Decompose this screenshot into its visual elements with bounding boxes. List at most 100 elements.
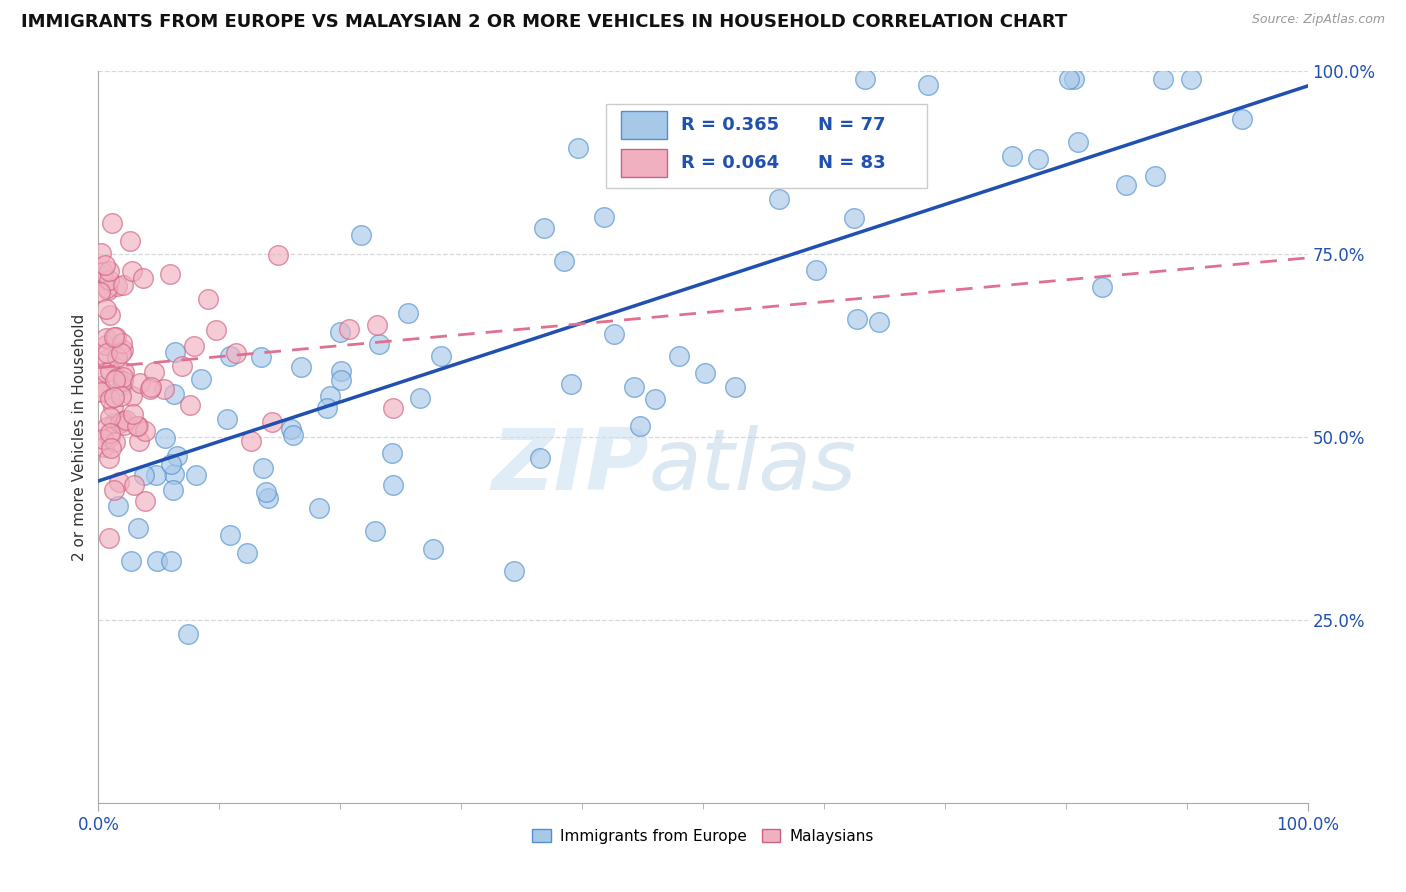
- Point: [163, 345, 186, 359]
- Point: [128, 434, 150, 449]
- Point: [695, 366, 717, 380]
- Point: [100, 392, 122, 406]
- Point: [110, 389, 132, 403]
- Point: [1143, 169, 1166, 183]
- Point: [328, 326, 350, 340]
- Point: [96, 281, 118, 295]
- Point: [152, 382, 174, 396]
- Point: [110, 335, 132, 350]
- Point: [628, 419, 651, 434]
- Point: [94, 302, 117, 317]
- Point: [141, 379, 163, 393]
- Point: [1000, 149, 1022, 163]
- Point: [252, 460, 274, 475]
- Point: [308, 500, 330, 515]
- Point: [105, 371, 128, 385]
- Point: [159, 554, 181, 568]
- Point: [127, 419, 149, 434]
- FancyBboxPatch shape: [606, 104, 927, 188]
- Point: [104, 435, 127, 450]
- Point: [381, 445, 404, 459]
- Text: R = 0.365: R = 0.365: [682, 116, 779, 134]
- Point: [851, 113, 873, 128]
- Text: N = 77: N = 77: [818, 116, 886, 134]
- Point: [845, 311, 868, 326]
- Point: [177, 626, 200, 640]
- Point: [90, 385, 112, 400]
- Point: [139, 382, 162, 396]
- Point: [98, 450, 121, 465]
- Point: [197, 293, 219, 307]
- Point: [122, 407, 145, 421]
- Point: [94, 258, 117, 272]
- Point: [121, 264, 143, 278]
- Point: [160, 458, 183, 472]
- Point: [101, 215, 124, 229]
- Text: atlas: atlas: [648, 425, 856, 508]
- Point: [430, 349, 453, 363]
- Point: [240, 434, 263, 449]
- Point: [162, 483, 184, 498]
- Point: [94, 338, 117, 352]
- Point: [183, 339, 205, 353]
- Point: [120, 554, 142, 568]
- Point: [257, 491, 280, 505]
- Point: [166, 450, 188, 464]
- Point: [330, 373, 353, 387]
- Point: [91, 432, 114, 446]
- Point: [218, 528, 240, 542]
- Point: [104, 330, 127, 344]
- Point: [96, 346, 118, 360]
- Point: [98, 409, 121, 424]
- Point: [260, 415, 283, 429]
- Point: [382, 477, 405, 491]
- Point: [111, 414, 134, 428]
- Point: [107, 475, 129, 489]
- Point: [190, 372, 212, 386]
- Point: [112, 418, 135, 433]
- Point: [122, 478, 145, 492]
- Point: [422, 541, 444, 556]
- Point: [89, 379, 111, 393]
- Point: [529, 451, 551, 466]
- Point: [163, 467, 186, 481]
- Point: [96, 351, 118, 366]
- Point: [89, 384, 111, 398]
- Point: [145, 467, 167, 482]
- Point: [917, 78, 939, 92]
- Point: [366, 318, 388, 332]
- Point: [159, 267, 181, 281]
- Point: [236, 546, 259, 560]
- Point: [110, 346, 132, 360]
- Point: [134, 468, 156, 483]
- Point: [668, 349, 690, 363]
- Point: [560, 376, 582, 391]
- Point: [225, 346, 247, 360]
- Point: [97, 283, 120, 297]
- Point: [96, 365, 118, 379]
- Point: [98, 364, 121, 378]
- Point: [90, 246, 112, 260]
- Point: [134, 494, 156, 508]
- Point: [553, 253, 575, 268]
- Point: [91, 265, 114, 279]
- Point: [132, 271, 155, 285]
- Point: [103, 390, 125, 404]
- Point: [1059, 71, 1081, 86]
- Point: [329, 363, 352, 377]
- Point: [315, 401, 337, 415]
- Point: [100, 441, 122, 455]
- Point: [112, 374, 135, 388]
- Point: [844, 211, 866, 225]
- Point: [219, 349, 242, 363]
- Point: [205, 323, 228, 337]
- Point: [382, 401, 405, 415]
- Point: [103, 416, 125, 430]
- Point: [868, 315, 890, 329]
- Point: [108, 416, 131, 430]
- Point: [121, 389, 143, 403]
- Bar: [621, 111, 666, 138]
- Point: [1232, 112, 1254, 126]
- Point: [281, 427, 304, 442]
- Point: [603, 327, 626, 342]
